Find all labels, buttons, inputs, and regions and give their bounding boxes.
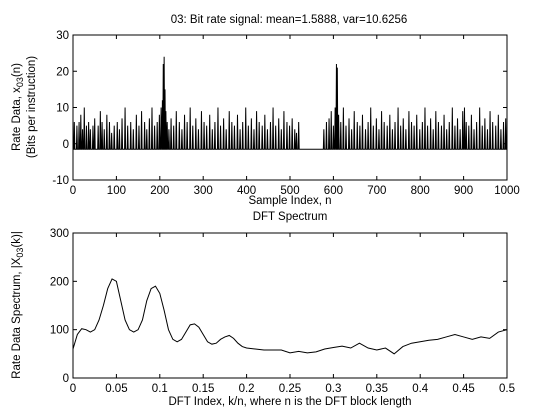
dft-x-tick-label: 0.15	[192, 383, 214, 395]
bit-rate-y-axis-label-units: (Bits per instruction)	[26, 56, 38, 158]
dft-x-tick-label: 0.05	[105, 383, 127, 395]
bit-rate-x-tick-label: 500	[280, 185, 299, 197]
dft-ticks: 0 0.05 0.1 0.15 0.2 0.25 0.3 0.35 0.4 0.45 0.5 0 100…	[50, 228, 515, 395]
bit-rate-title: 03: Bit rate signal: mean=1.5888, var=10…	[171, 14, 408, 26]
dft-y-tick-label: 300	[50, 228, 69, 240]
bit-rate-y-tick-label: 20	[56, 66, 69, 78]
dft-x-axis-label: DFT Index, k/n, where n is the DFT block…	[168, 396, 411, 408]
dft-x-tick-label: 0.25	[279, 383, 301, 395]
dft-x-tick-label: 0.1	[152, 383, 168, 395]
bit-rate-x-tick-label: 600	[324, 185, 343, 197]
bit-rate-x-axis-label: Sample Index, n	[248, 195, 331, 207]
dft-series	[72, 278, 508, 355]
bit-rate-y-tick-label: 10	[56, 103, 69, 115]
dft-plot-frame	[72, 232, 508, 379]
dft-y-tick-label: 0	[63, 373, 69, 385]
bit-rate-y-tick-label: 0	[63, 139, 69, 151]
bit-rate-x-tick-label: 1000	[494, 185, 520, 197]
bit-rate-y-tick-label: 30	[56, 30, 69, 42]
bit-rate-x-tick-label: 0	[70, 185, 76, 197]
bit-rate-x-tick-label: 100	[107, 185, 126, 197]
dft-x-tick-label: 0.2	[239, 383, 255, 395]
bit-rate-x-tick-label: 800	[411, 185, 430, 197]
dft-x-tick-label: 0.4	[412, 383, 429, 395]
dft-x-tick-label: 0	[70, 383, 76, 395]
dft-title: DFT Spectrum	[253, 211, 328, 223]
bit-rate-y-tick-label: -10	[52, 175, 69, 187]
dft-y-tick-label: 200	[50, 276, 69, 288]
bit-rate-series	[73, 56, 507, 150]
bit-rate-plot-frame	[72, 34, 508, 181]
dft-x-tick-label: 0.35	[366, 383, 388, 395]
bit-rate-series-line	[73, 56, 507, 150]
bit-rate-x-tick-label: 200	[150, 185, 169, 197]
dft-series-line	[72, 278, 508, 355]
bit-rate-y-axis-label: Rate Data, x03(n)	[11, 63, 25, 151]
dft-panel: DFT Spectrum 0 0.05 0.1 0.15 0.2 0.25 0.3 0.35 0…	[11, 211, 515, 408]
dft-y-axis-label: Rate Data Spectrum, |X03(k)|	[11, 231, 25, 379]
bit-rate-x-tick-label: 400	[237, 185, 256, 197]
dft-y-tick-label: 100	[50, 325, 69, 337]
dft-x-tick-label: 0.3	[325, 383, 341, 395]
dft-x-tick-label: 0.45	[452, 383, 474, 395]
bit-rate-x-tick-label: 900	[454, 185, 473, 197]
dft-x-tick-label: 0.5	[499, 383, 515, 395]
bit-rate-ticks: 0 100 200 300 400 500 600 700 800 900 1000-1001020…	[52, 30, 519, 197]
bit-rate-x-tick-label: 700	[367, 185, 386, 197]
bit-rate-x-tick-label: 300	[194, 185, 213, 197]
bit-rate-panel: 03: Bit rate signal: mean=1.5888, var=10…	[11, 14, 520, 207]
